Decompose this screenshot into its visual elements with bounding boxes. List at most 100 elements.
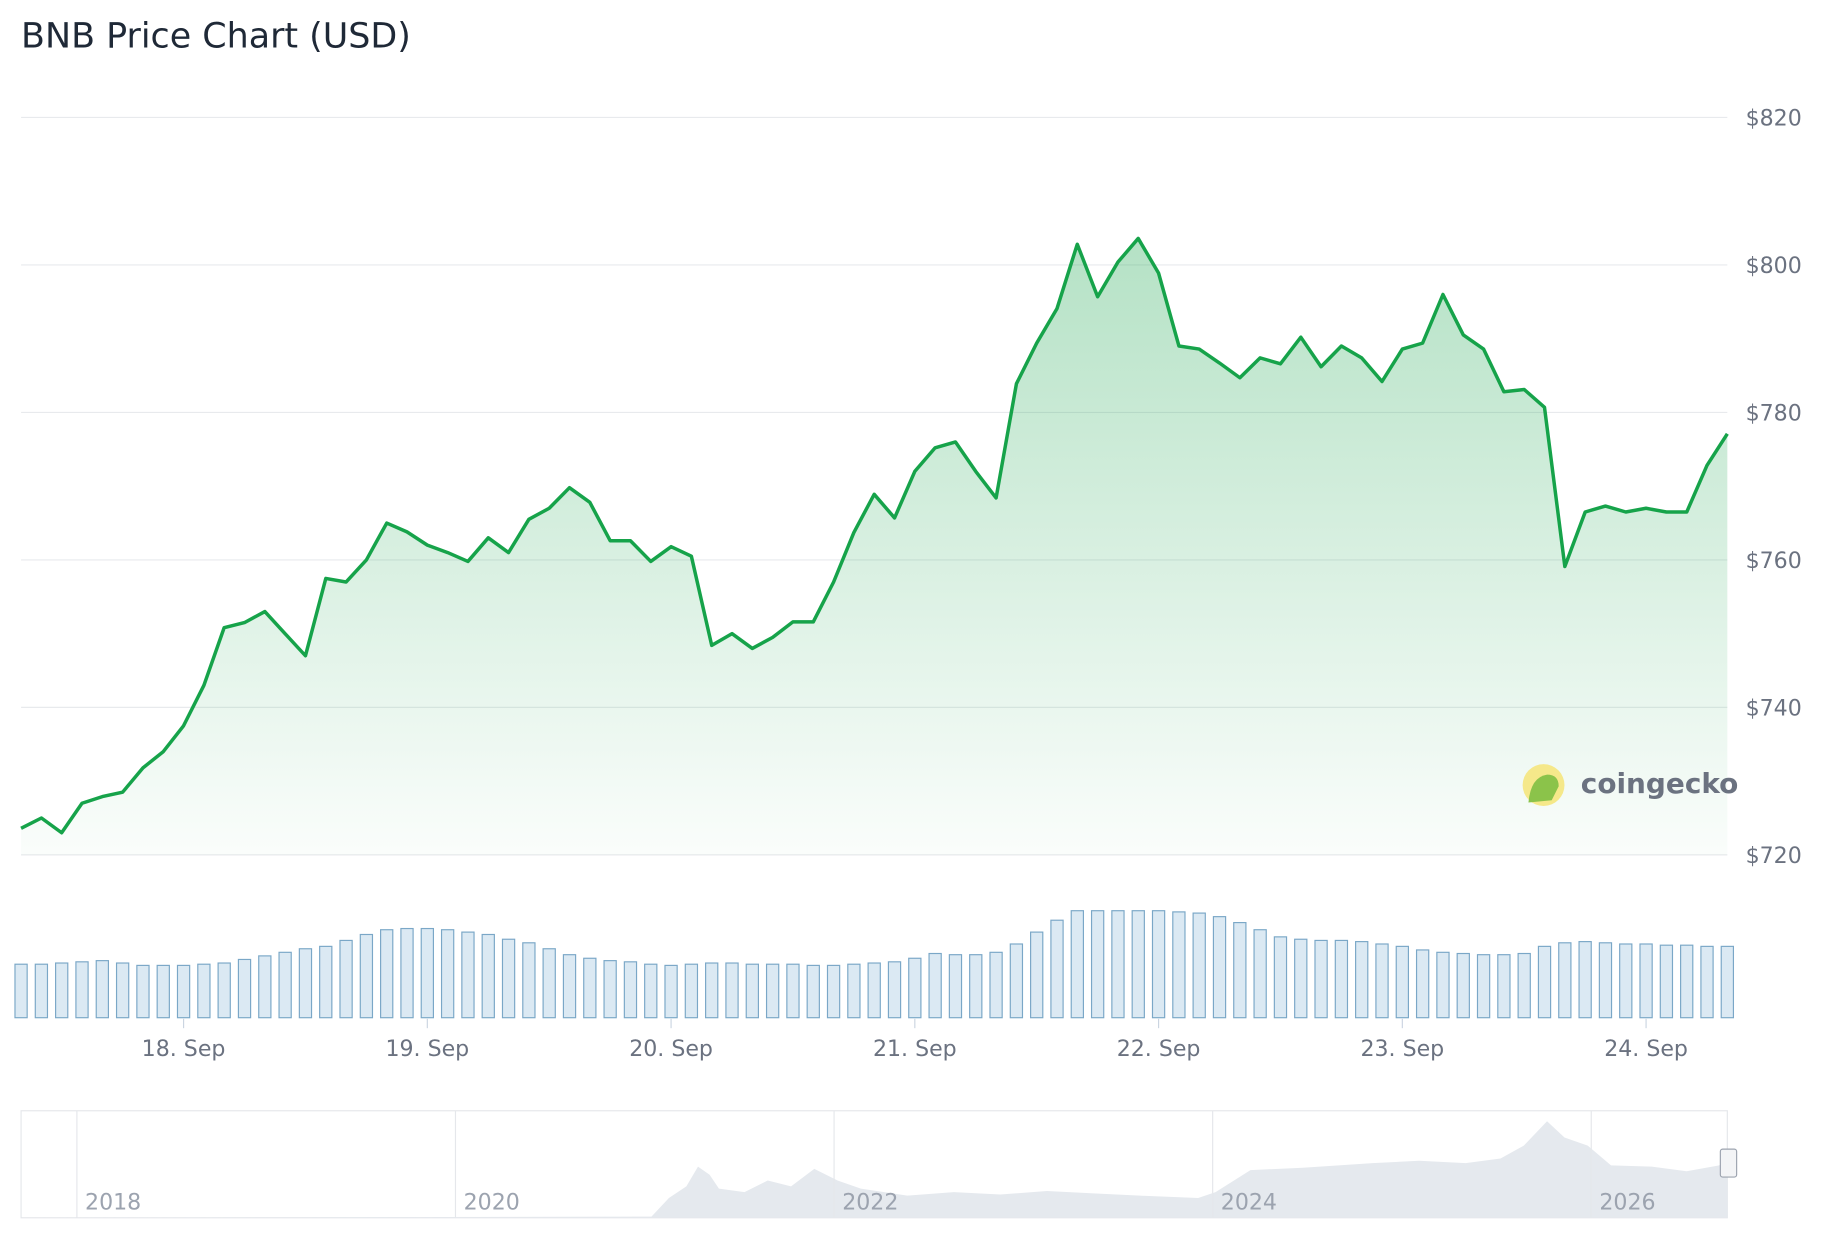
x-tick-label: 19. Sep xyxy=(385,1036,469,1062)
volume-bar xyxy=(359,933,374,1019)
volume-bar xyxy=(420,927,434,1019)
volume-bar xyxy=(1070,910,1085,1019)
volume-bar xyxy=(34,963,49,1019)
x-tick-label: 24. Sep xyxy=(1604,1036,1688,1062)
volume-bar xyxy=(664,964,678,1019)
volume-bar xyxy=(461,931,475,1019)
navigator-label: 2024 xyxy=(1221,1190,1277,1216)
volume-bar xyxy=(969,954,983,1019)
chart-title: BNB Price Chart (USD) xyxy=(21,17,411,57)
volume-bar xyxy=(1720,945,1735,1019)
volume-bar xyxy=(948,954,963,1019)
volume-bar xyxy=(1030,931,1044,1019)
x-tick-label: 21. Sep xyxy=(873,1036,957,1062)
volume-bar xyxy=(1558,942,1572,1019)
y-tick-label: $800 xyxy=(1746,253,1802,279)
volume-bar xyxy=(217,962,231,1019)
volume-bar xyxy=(745,963,759,1019)
volume-bar xyxy=(156,964,170,1019)
volume-bar xyxy=(1456,952,1470,1019)
volume-bar xyxy=(522,942,536,1019)
volume-bar xyxy=(1172,911,1186,1019)
volume-bar xyxy=(786,963,800,1019)
price-line xyxy=(20,236,1729,835)
volume-bar xyxy=(1395,945,1410,1019)
volume-bar xyxy=(55,962,69,1019)
volume-bar xyxy=(1233,922,1247,1019)
volume-bar xyxy=(1273,936,1288,1019)
volume-bar xyxy=(867,962,881,1019)
volume-bar xyxy=(1659,944,1674,1019)
volume-bar xyxy=(1639,943,1653,1019)
volume-bar xyxy=(1090,910,1105,1019)
volume-bar xyxy=(1619,943,1633,1019)
volume-bar xyxy=(908,957,922,1019)
logo-gecko xyxy=(1528,774,1559,803)
volume-bar xyxy=(1517,952,1531,1019)
y-tick-label: $780 xyxy=(1746,401,1802,427)
x-tick-label: 18. Sep xyxy=(142,1036,226,1062)
volume-bar xyxy=(115,962,130,1019)
volume-bar xyxy=(989,951,1003,1019)
volume-bar xyxy=(1009,943,1024,1019)
volume-bar xyxy=(1537,945,1552,1019)
navigator-handle[interactable] xyxy=(1719,1148,1738,1178)
volume-bar xyxy=(542,948,556,1019)
volume-bar xyxy=(400,927,414,1019)
volume-bar xyxy=(237,958,252,1019)
y-tick-label: $720 xyxy=(1746,843,1802,869)
volume-bar xyxy=(1578,941,1592,1019)
x-tick-label: 20. Sep xyxy=(629,1036,713,1062)
volume-bar xyxy=(258,955,272,1019)
price-area xyxy=(21,238,1728,855)
volume-bar xyxy=(1131,910,1145,1019)
volume-bar xyxy=(197,963,211,1019)
volume-bar xyxy=(1294,938,1308,1019)
volume-bar xyxy=(319,945,333,1019)
volume-bar xyxy=(1415,949,1430,1019)
volume-bar xyxy=(298,948,313,1019)
volume-bar xyxy=(380,929,394,1019)
volume-bar xyxy=(1355,941,1369,1019)
volume-bar xyxy=(1151,910,1166,1019)
navigator-label: 2022 xyxy=(842,1190,898,1216)
volume-bar xyxy=(847,963,861,1019)
navigator-label: 2018 xyxy=(85,1190,141,1216)
navigator-area xyxy=(21,1121,1728,1218)
volume-bar xyxy=(339,939,353,1019)
volume-bar xyxy=(1111,910,1125,1019)
volume-bar xyxy=(1253,929,1267,1019)
volume-bar xyxy=(562,954,577,1019)
x-tick-label: 23. Sep xyxy=(1360,1036,1444,1062)
volume-bar xyxy=(1314,939,1328,1019)
volume-bar xyxy=(1050,919,1064,1019)
volume-bar xyxy=(95,960,109,1019)
volume-bar xyxy=(278,951,292,1019)
volume-bar xyxy=(1212,916,1227,1019)
volume-bar xyxy=(136,964,150,1019)
y-tick-label: $740 xyxy=(1746,696,1802,722)
volume-bar xyxy=(725,962,739,1019)
navigator-label: 2020 xyxy=(464,1190,520,1216)
volume-bar xyxy=(765,963,780,1019)
volume-bar xyxy=(14,963,28,1019)
volume-bar xyxy=(1497,954,1511,1019)
y-tick-label: $820 xyxy=(1746,106,1802,132)
volume-bar xyxy=(176,964,191,1019)
volume-bar xyxy=(501,938,516,1019)
volume-bar xyxy=(1436,951,1450,1019)
volume-bar xyxy=(603,960,617,1019)
volume-bar xyxy=(75,961,89,1019)
volume-bar xyxy=(684,963,699,1019)
volume-bar xyxy=(1680,944,1694,1019)
volume-bar xyxy=(887,961,902,1019)
volume-bar xyxy=(826,964,841,1019)
volume-bar xyxy=(705,962,719,1019)
volume-bar xyxy=(1700,945,1714,1019)
watermark: coingecko xyxy=(1581,767,1739,800)
volume-bar xyxy=(1192,912,1206,1019)
volume-bar xyxy=(806,964,820,1019)
y-tick-label: $760 xyxy=(1746,548,1802,574)
volume-bar xyxy=(481,933,495,1019)
